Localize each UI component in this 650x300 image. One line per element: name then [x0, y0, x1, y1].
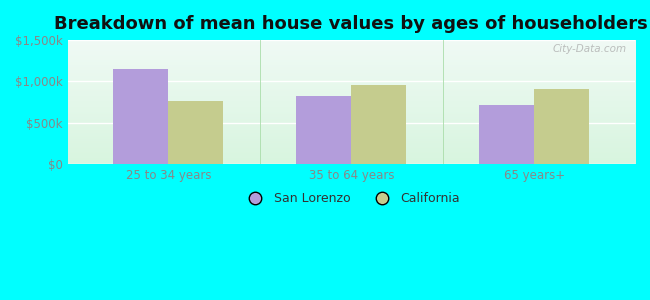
Bar — [113, 69, 168, 164]
Bar — [168, 100, 223, 164]
Title: Breakdown of mean house values by ages of householders: Breakdown of mean house values by ages o… — [55, 15, 648, 33]
Bar — [534, 89, 590, 164]
Legend: San Lorenzo, California: San Lorenzo, California — [237, 187, 465, 210]
Text: City-Data.com: City-Data.com — [552, 44, 627, 54]
Bar — [351, 85, 406, 164]
Bar — [480, 105, 534, 164]
Bar — [296, 96, 351, 164]
